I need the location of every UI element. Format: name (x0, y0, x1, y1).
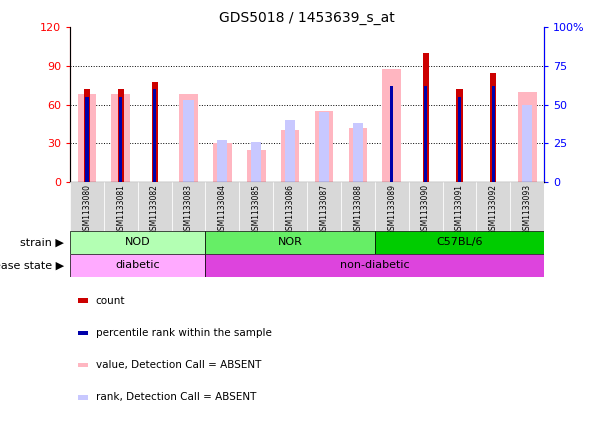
Text: C57BL/6: C57BL/6 (436, 237, 483, 247)
Bar (477, 182, 510, 231)
Bar (353, 123, 363, 182)
Text: count: count (95, 296, 125, 306)
Bar (341, 182, 375, 231)
Bar (78, 94, 96, 182)
Bar (390, 86, 393, 182)
Bar (247, 150, 266, 182)
Bar (119, 97, 122, 182)
Text: GSM1133090: GSM1133090 (421, 184, 430, 236)
Bar (492, 86, 495, 182)
Bar (78, 298, 88, 303)
Bar (490, 72, 496, 182)
Text: GSM1133092: GSM1133092 (489, 184, 498, 235)
Bar (70, 254, 206, 277)
Bar (518, 92, 536, 182)
Bar (171, 182, 206, 231)
Bar (153, 89, 156, 182)
Bar (424, 86, 427, 182)
Text: GSM1133093: GSM1133093 (523, 184, 532, 236)
Bar (375, 182, 409, 231)
Bar (184, 100, 193, 182)
Text: GSM1133086: GSM1133086 (286, 184, 295, 235)
Text: GSM1133087: GSM1133087 (319, 184, 328, 235)
Bar (206, 254, 544, 277)
Text: GSM1133080: GSM1133080 (82, 184, 91, 235)
Bar (285, 120, 295, 182)
Bar (70, 182, 104, 231)
Bar (382, 69, 401, 182)
Bar (70, 231, 206, 254)
Bar (375, 231, 544, 254)
Text: disease state ▶: disease state ▶ (0, 261, 64, 270)
Text: GSM1133085: GSM1133085 (252, 184, 261, 235)
Bar (240, 182, 273, 231)
Text: strain ▶: strain ▶ (20, 237, 64, 247)
Bar (443, 182, 477, 231)
Text: percentile rank within the sample: percentile rank within the sample (95, 328, 272, 338)
Bar (179, 94, 198, 182)
Bar (510, 182, 544, 231)
Text: value, Detection Call = ABSENT: value, Detection Call = ABSENT (95, 360, 261, 370)
Text: NOD: NOD (125, 237, 151, 247)
Bar (213, 143, 232, 182)
Text: GSM1133082: GSM1133082 (150, 184, 159, 235)
Bar (423, 53, 429, 182)
Bar (85, 97, 89, 182)
Text: GSM1133084: GSM1133084 (218, 184, 227, 235)
Text: GSM1133081: GSM1133081 (116, 184, 125, 235)
Bar (319, 113, 329, 182)
Bar (78, 395, 88, 400)
Text: GSM1133088: GSM1133088 (353, 184, 362, 235)
Bar (206, 231, 375, 254)
Bar (457, 89, 463, 182)
Bar (315, 111, 333, 182)
Text: GSM1133089: GSM1133089 (387, 184, 396, 235)
Text: GSM1133083: GSM1133083 (184, 184, 193, 235)
Bar (273, 182, 307, 231)
Text: NOR: NOR (278, 237, 303, 247)
Bar (104, 182, 137, 231)
Bar (111, 94, 130, 182)
Bar (151, 82, 157, 182)
Bar (84, 89, 90, 182)
Text: GSM1133091: GSM1133091 (455, 184, 464, 235)
Bar (78, 363, 88, 368)
Bar (78, 331, 88, 335)
Text: non-diabetic: non-diabetic (340, 261, 410, 270)
Title: GDS5018 / 1453639_s_at: GDS5018 / 1453639_s_at (219, 11, 395, 25)
Bar (217, 140, 227, 182)
Bar (281, 130, 299, 182)
Text: rank, Detection Call = ABSENT: rank, Detection Call = ABSENT (95, 393, 256, 402)
Bar (307, 182, 341, 231)
Bar (206, 182, 240, 231)
Bar (458, 97, 461, 182)
Bar (522, 105, 533, 182)
Bar (348, 128, 367, 182)
Bar (137, 182, 171, 231)
Bar (251, 142, 261, 182)
Text: diabetic: diabetic (116, 261, 160, 270)
Bar (409, 182, 443, 231)
Bar (118, 89, 124, 182)
